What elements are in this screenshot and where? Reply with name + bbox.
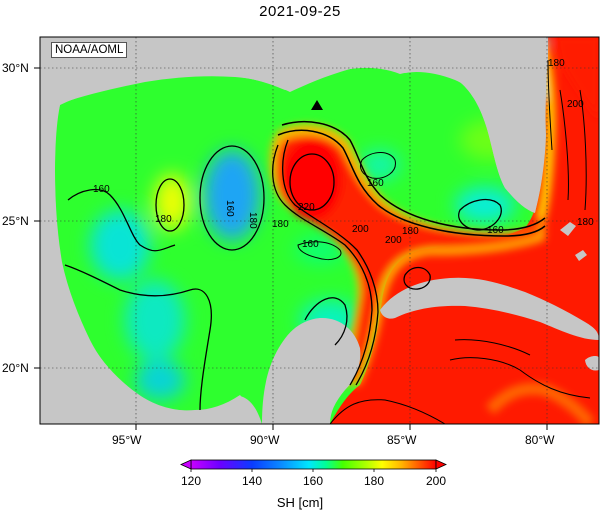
contour-label: 200 bbox=[352, 224, 369, 235]
axis-ticks bbox=[34, 67, 548, 430]
contour-label: 220 bbox=[298, 202, 315, 213]
credit-label: NOAA/AOML bbox=[51, 42, 128, 58]
contour-label: 180 bbox=[155, 214, 172, 225]
y-tick-label: 20°N bbox=[2, 361, 29, 375]
map-title: 2021-09-25 bbox=[259, 3, 341, 20]
x-tick-label: 80°W bbox=[525, 433, 555, 447]
colorbar-tick: 180 bbox=[363, 474, 385, 488]
buoy-triangle-icon bbox=[311, 100, 323, 110]
contour-label: 200 bbox=[567, 99, 584, 110]
colorbar bbox=[180, 459, 447, 472]
contour-label: 180 bbox=[577, 217, 594, 228]
y-tick-label: 30°N bbox=[2, 61, 29, 75]
contour-label: 180 bbox=[548, 58, 565, 69]
colorbar-tick: 160 bbox=[302, 474, 324, 488]
florida-peninsula bbox=[460, 37, 548, 213]
contour-label: 180 bbox=[402, 226, 419, 237]
colorbar-tick: 140 bbox=[241, 474, 263, 488]
contour-label: 160 bbox=[302, 239, 319, 250]
mexico-coast bbox=[40, 105, 262, 424]
colorbar-tick: 200 bbox=[425, 474, 447, 488]
x-tick-label: 85°W bbox=[387, 433, 417, 447]
contour-label: 200 bbox=[385, 235, 402, 246]
hispaniola bbox=[585, 355, 599, 371]
y-tick-label: 25°N bbox=[2, 214, 29, 228]
caribbean-water bbox=[330, 37, 599, 424]
cuba bbox=[380, 277, 599, 340]
graticule bbox=[40, 37, 599, 424]
contour-label: 160 bbox=[93, 184, 110, 195]
contour-label: 160 bbox=[367, 178, 384, 189]
x-tick-label: 90°W bbox=[250, 433, 280, 447]
contour-label: 160 bbox=[487, 225, 504, 236]
x-tick-label: 95°W bbox=[112, 433, 142, 447]
plot-frame bbox=[39, 36, 600, 425]
colorbar-tick: 120 bbox=[180, 474, 202, 488]
colorbar-unit-label: SH [cm] bbox=[276, 495, 324, 510]
contour-label: 180 bbox=[272, 219, 289, 230]
contour-label-group: 160 180 180 160 180 220 200 200 180 160 … bbox=[93, 58, 594, 250]
contour-label: 180 bbox=[247, 212, 258, 229]
bahamas bbox=[560, 222, 587, 261]
contour-lines bbox=[64, 59, 591, 424]
contour-label: 160 bbox=[224, 200, 235, 217]
